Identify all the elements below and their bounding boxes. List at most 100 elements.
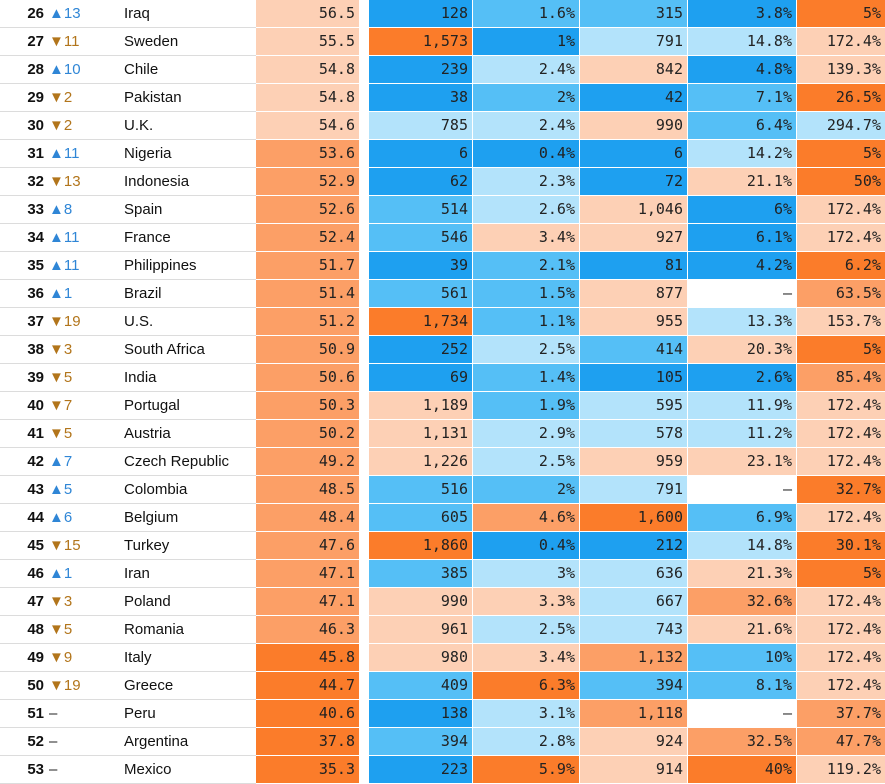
score-cell: 54.8 bbox=[256, 84, 359, 111]
score-cell: 35.3 bbox=[256, 756, 359, 783]
country-cell[interactable]: Czech Republic bbox=[124, 453, 230, 470]
metric-cell-3: 791 bbox=[580, 28, 687, 55]
table-row[interactable]: 48 ▼5 Romania 46.3 961 2.5% 743 21.6% 17… bbox=[0, 616, 885, 644]
country-cell[interactable]: Brazil bbox=[124, 285, 162, 302]
metric-cell-1: 252 bbox=[369, 336, 472, 363]
table-row[interactable]: 30 ▼2 U.K. 54.6 785 2.4% 990 6.4% 294.7% bbox=[0, 112, 885, 140]
row-divider bbox=[0, 475, 256, 476]
country-cell[interactable]: Italy bbox=[124, 649, 152, 666]
rank-cell: 40 bbox=[27, 397, 44, 414]
table-row[interactable]: 29 ▼2 Pakistan 54.8 38 2% 42 7.1% 26.5% bbox=[0, 84, 885, 112]
table-row[interactable]: 44 ▲6 Belgium 48.4 605 4.6% 1,600 6.9% 1… bbox=[0, 504, 885, 532]
table-row[interactable]: 50 ▼19 Greece 44.7 409 6.3% 394 8.1% 172… bbox=[0, 672, 885, 700]
table-row[interactable]: 47 ▼3 Poland 47.1 990 3.3% 667 32.6% 172… bbox=[0, 588, 885, 616]
table-row[interactable]: 34 ▲11 France 52.4 546 3.4% 927 6.1% 172… bbox=[0, 224, 885, 252]
metric-cell-2: 2% bbox=[473, 84, 579, 111]
row-divider bbox=[0, 559, 256, 560]
metric-cell-5: 37.7% bbox=[797, 700, 885, 727]
table-row[interactable]: 46 ▲1 Iran 47.1 385 3% 636 21.3% 5% bbox=[0, 560, 885, 588]
metric-cell-3: 1,132 bbox=[580, 644, 687, 671]
row-divider bbox=[0, 419, 256, 420]
metric-cell-2: 2.5% bbox=[473, 336, 579, 363]
table-row[interactable]: 35 ▲11 Philippines 51.7 39 2.1% 81 4.2% … bbox=[0, 252, 885, 280]
country-cell[interactable]: Iran bbox=[124, 565, 150, 582]
table-row[interactable]: 51 – Peru 40.6 138 3.1% 1,118 – 37.7% bbox=[0, 700, 885, 728]
table-row[interactable]: 38 ▼3 South Africa 50.9 252 2.5% 414 20.… bbox=[0, 336, 885, 364]
country-cell[interactable]: Romania bbox=[124, 621, 185, 638]
table-row[interactable]: 39 ▼5 India 50.6 69 1.4% 105 2.6% 85.4% bbox=[0, 364, 885, 392]
table-row[interactable]: 33 ▲8 Spain 52.6 514 2.6% 1,046 6% 172.4… bbox=[0, 196, 885, 224]
country-cell[interactable]: France bbox=[124, 229, 171, 246]
table-row[interactable]: 27 ▼11 Sweden 55.5 1,573 1% 791 14.8% 17… bbox=[0, 28, 885, 56]
country-cell[interactable]: Argentina bbox=[124, 733, 189, 750]
rank-change-cell: ▼5 bbox=[49, 621, 73, 638]
metric-cell-5: 5% bbox=[797, 560, 885, 587]
score-cell: 44.7 bbox=[256, 672, 359, 699]
table-row[interactable]: 42 ▲7 Czech Republic 49.2 1,226 2.5% 959… bbox=[0, 448, 885, 476]
country-cell[interactable]: Peru bbox=[124, 705, 156, 722]
metric-cell-4: 4.2% bbox=[688, 252, 796, 279]
score-cell: 52.6 bbox=[256, 196, 359, 223]
country-cell[interactable]: Colombia bbox=[124, 481, 188, 498]
metric-cell-1: 1,131 bbox=[369, 420, 472, 447]
country-cell[interactable]: India bbox=[124, 369, 157, 386]
country-cell[interactable]: Poland bbox=[124, 593, 171, 610]
country-cell[interactable]: Iraq bbox=[124, 5, 150, 22]
country-cell[interactable]: Belgium bbox=[124, 509, 179, 526]
country-cell[interactable]: Turkey bbox=[124, 537, 170, 554]
metric-cell-5: 85.4% bbox=[797, 364, 885, 391]
country-cell[interactable]: Pakistan bbox=[124, 89, 182, 106]
rank-change-cell: ▼2 bbox=[49, 117, 73, 134]
score-cell: 53.6 bbox=[256, 140, 359, 167]
metric-cell-2: 2.5% bbox=[473, 616, 579, 643]
metric-cell-5: 172.4% bbox=[797, 28, 885, 55]
metric-cell-4: – bbox=[688, 280, 796, 307]
metric-cell-2: 0.4% bbox=[473, 140, 579, 167]
table-row[interactable]: 52 – Argentina 37.8 394 2.8% 924 32.5% 4… bbox=[0, 728, 885, 756]
table-row[interactable]: 36 ▲1 Brazil 51.4 561 1.5% 877 – 63.5% bbox=[0, 280, 885, 308]
table-row[interactable]: 43 ▲5 Colombia 48.5 516 2% 791 – 32.7% bbox=[0, 476, 885, 504]
table-row[interactable]: 40 ▼7 Portugal 50.3 1,189 1.9% 595 11.9%… bbox=[0, 392, 885, 420]
metric-cell-3: 990 bbox=[580, 112, 687, 139]
country-cell[interactable]: Nigeria bbox=[124, 145, 172, 162]
metric-cell-1: 605 bbox=[369, 504, 472, 531]
row-divider bbox=[0, 223, 256, 224]
country-cell[interactable]: Mexico bbox=[124, 761, 172, 778]
metric-cell-3: 595 bbox=[580, 392, 687, 419]
country-cell[interactable]: Indonesia bbox=[124, 173, 190, 190]
country-cell[interactable]: Chile bbox=[124, 61, 159, 78]
country-cell[interactable]: Spain bbox=[124, 201, 163, 218]
table-row[interactable]: 26 ▲13 Iraq 56.5 128 1.6% 315 3.8% 5% bbox=[0, 0, 885, 28]
rank-cell: 46 bbox=[27, 565, 44, 582]
table-row[interactable]: 53 – Mexico 35.3 223 5.9% 914 40% 119.2% bbox=[0, 756, 885, 784]
metric-cell-2: 0.4% bbox=[473, 532, 579, 559]
table-row[interactable]: 32 ▼13 Indonesia 52.9 62 2.3% 72 21.1% 5… bbox=[0, 168, 885, 196]
score-cell: 52.4 bbox=[256, 224, 359, 251]
table-row[interactable]: 37 ▼19 U.S. 51.2 1,734 1.1% 955 13.3% 15… bbox=[0, 308, 885, 336]
table-row[interactable]: 28 ▲10 Chile 54.8 239 2.4% 842 4.8% 139.… bbox=[0, 56, 885, 84]
country-cell[interactable]: Philippines bbox=[124, 257, 197, 274]
table-row[interactable]: 45 ▼15 Turkey 47.6 1,860 0.4% 212 14.8% … bbox=[0, 532, 885, 560]
table-row[interactable]: 49 ▼9 Italy 45.8 980 3.4% 1,132 10% 172.… bbox=[0, 644, 885, 672]
metric-cell-5: 172.4% bbox=[797, 616, 885, 643]
table-row[interactable]: 31 ▲11 Nigeria 53.6 6 0.4% 6 14.2% 5% bbox=[0, 140, 885, 168]
metric-cell-3: 877 bbox=[580, 280, 687, 307]
metric-cell-4: 40% bbox=[688, 756, 796, 783]
metric-cell-3: 743 bbox=[580, 616, 687, 643]
metric-cell-2: 5.9% bbox=[473, 756, 579, 783]
score-cell: 40.6 bbox=[256, 700, 359, 727]
metric-cell-1: 223 bbox=[369, 756, 472, 783]
score-cell: 50.3 bbox=[256, 392, 359, 419]
country-cell[interactable]: Austria bbox=[124, 425, 171, 442]
country-cell[interactable]: Greece bbox=[124, 677, 174, 694]
rank-change-cell: ▲5 bbox=[49, 481, 73, 498]
country-cell[interactable]: U.K. bbox=[124, 117, 154, 134]
metric-cell-1: 409 bbox=[369, 672, 472, 699]
country-cell[interactable]: Sweden bbox=[124, 33, 179, 50]
table-row[interactable]: 41 ▼5 Austria 50.2 1,131 2.9% 578 11.2% … bbox=[0, 420, 885, 448]
country-cell[interactable]: Portugal bbox=[124, 397, 180, 414]
country-cell[interactable]: South Africa bbox=[124, 341, 205, 358]
metric-cell-1: 514 bbox=[369, 196, 472, 223]
metric-cell-2: 2.6% bbox=[473, 196, 579, 223]
country-cell[interactable]: U.S. bbox=[124, 313, 154, 330]
